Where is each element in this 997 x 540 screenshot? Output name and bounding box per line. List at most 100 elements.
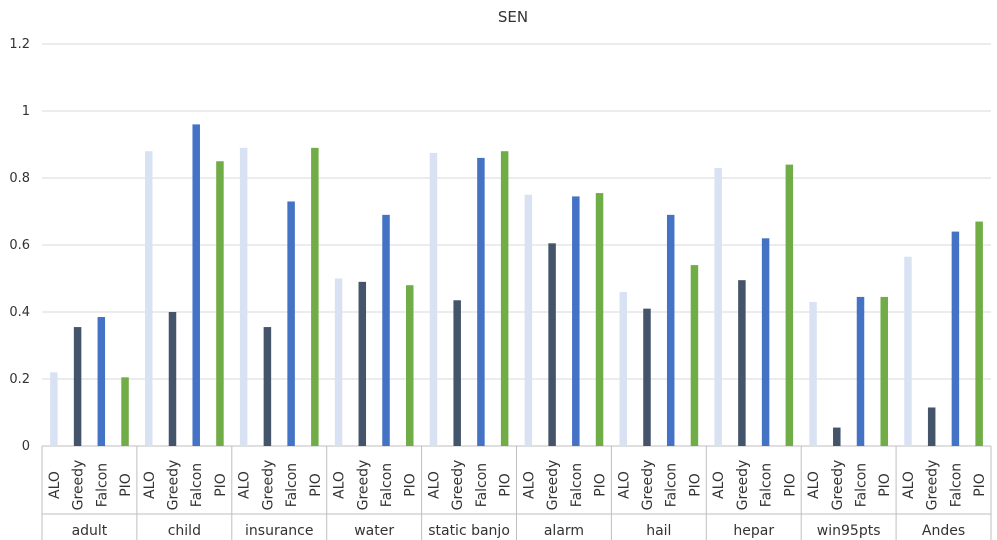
chart-title: SEN — [498, 8, 528, 26]
x-bar-label: Greedy — [925, 460, 941, 511]
x-bar-label: PIO — [213, 473, 229, 497]
x-group-label: child — [168, 523, 201, 539]
x-group-label: static banjo — [428, 523, 510, 539]
x-bar-label: PIO — [877, 473, 893, 497]
bar-insurance-alo — [239, 147, 248, 446]
x-group-label: Andes — [922, 523, 965, 539]
gridlines — [41, 43, 992, 540]
bar-water-pio — [405, 285, 414, 446]
bar-hail-pio — [690, 265, 699, 446]
x-bar-label: Falcon — [759, 463, 775, 507]
y-tick-label: 0.2 — [9, 372, 30, 387]
x-bar-label: Greedy — [355, 460, 371, 511]
bar-win95pts-pio — [880, 296, 888, 446]
x-bar-label: Falcon — [664, 463, 680, 507]
bar-win95pts-alo — [809, 301, 817, 446]
bar-child-pio — [216, 161, 224, 446]
x-group-label: hepar — [733, 523, 774, 539]
bar-hepar-alo — [714, 167, 722, 446]
x-bar-label: PIO — [308, 473, 324, 497]
x-bar-label: Greedy — [260, 460, 276, 511]
x-group-label: adult — [72, 523, 108, 539]
x-bar-label: Falcon — [284, 463, 300, 507]
x-bar-label: ALO — [901, 471, 917, 499]
y-axis-ticks: 0 0.2 0.4 0.6 0.8 1 1.2 — [9, 37, 30, 454]
bar-adult-pio — [121, 377, 129, 446]
x-bar-label: Greedy — [640, 460, 656, 511]
bar-hepar-greedy — [738, 280, 746, 446]
x-bar-label: Falcon — [379, 463, 395, 507]
bar-water-falcon — [382, 214, 390, 446]
bar-adult-greedy — [73, 327, 82, 446]
bar-andes-greedy — [927, 407, 936, 446]
bar-win95pts-greedy — [833, 427, 841, 446]
bar-win95pts-falcon — [856, 296, 865, 446]
bar-andes-alo — [904, 256, 912, 446]
y-tick-label: 0.4 — [9, 305, 30, 320]
bar-andes-pio — [975, 221, 983, 446]
y-tick-label: 0 — [22, 439, 30, 454]
bar-static-banjo-alo — [429, 152, 438, 446]
x-bar-label: Falcon — [948, 463, 964, 507]
bar-hail-falcon — [666, 214, 675, 446]
x-bar-label: ALO — [426, 471, 442, 499]
x-group-label: win95pts — [817, 523, 881, 539]
x-bar-label: PIO — [687, 473, 703, 497]
x-bar-label: Falcon — [189, 463, 205, 507]
x-bar-label: PIO — [782, 473, 798, 497]
x-bar-label: Falcon — [854, 463, 870, 507]
bar-andes-falcon — [951, 231, 960, 446]
x-bar-label: Greedy — [830, 460, 846, 511]
x-bar-label: ALO — [711, 471, 727, 499]
y-tick-label: 0.8 — [9, 171, 30, 186]
x-bar-label: PIO — [972, 473, 988, 497]
bar-hail-greedy — [643, 308, 651, 446]
x-bar-label: ALO — [806, 471, 822, 499]
x-axis-bar-labels: ALO Greedy Falcon PIO ALO Greedy Falcon PIO ALO G… — [47, 460, 988, 511]
bar-hail-alo — [619, 291, 628, 446]
x-bar-label: Greedy — [71, 460, 87, 511]
y-tick-label: 1.2 — [9, 37, 30, 52]
x-bar-label: Falcon — [474, 463, 490, 507]
bar-alarm-alo — [524, 194, 533, 446]
x-bar-label: Greedy — [165, 460, 181, 511]
bar-static-banjo-pio — [500, 151, 509, 446]
x-bar-label: ALO — [521, 471, 537, 499]
x-group-label: water — [354, 523, 394, 539]
y-tick-label: 1 — [22, 104, 30, 119]
bar-hepar-falcon — [761, 238, 770, 446]
bar-insurance-pio — [311, 147, 319, 446]
bar-insurance-falcon — [287, 201, 295, 446]
bar-adult-falcon — [97, 317, 106, 446]
x-bar-label: PIO — [118, 473, 134, 497]
bar-alarm-pio — [595, 193, 604, 446]
x-group-label: hail — [646, 523, 671, 539]
bar-child-alo — [145, 151, 153, 446]
bar-water-greedy — [358, 281, 367, 446]
x-bar-label: ALO — [47, 471, 63, 499]
x-bar-label: ALO — [616, 471, 632, 499]
x-bar-label: ALO — [332, 471, 348, 499]
bar-adult-alo — [50, 372, 58, 446]
x-bar-label: PIO — [593, 473, 609, 497]
bar-water-alo — [334, 278, 343, 446]
bar-hepar-pio — [785, 164, 794, 446]
x-bar-label: PIO — [498, 473, 514, 497]
x-bar-label: Greedy — [735, 460, 751, 511]
x-bar-label: Greedy — [450, 460, 466, 511]
bar-insurance-greedy — [263, 327, 272, 446]
x-group-label: insurance — [245, 523, 313, 539]
x-bar-label: Greedy — [545, 460, 561, 511]
bar-alarm-falcon — [572, 196, 580, 446]
bar-child-greedy — [168, 312, 177, 446]
x-bar-label: ALO — [237, 471, 253, 499]
x-bar-label: Falcon — [569, 463, 585, 507]
bar-static-banjo-greedy — [453, 300, 461, 446]
bar-alarm-greedy — [548, 243, 556, 446]
x-bar-label: Falcon — [94, 463, 110, 507]
x-bar-label: PIO — [403, 473, 419, 497]
bars — [50, 124, 983, 447]
bar-child-falcon — [192, 124, 200, 447]
